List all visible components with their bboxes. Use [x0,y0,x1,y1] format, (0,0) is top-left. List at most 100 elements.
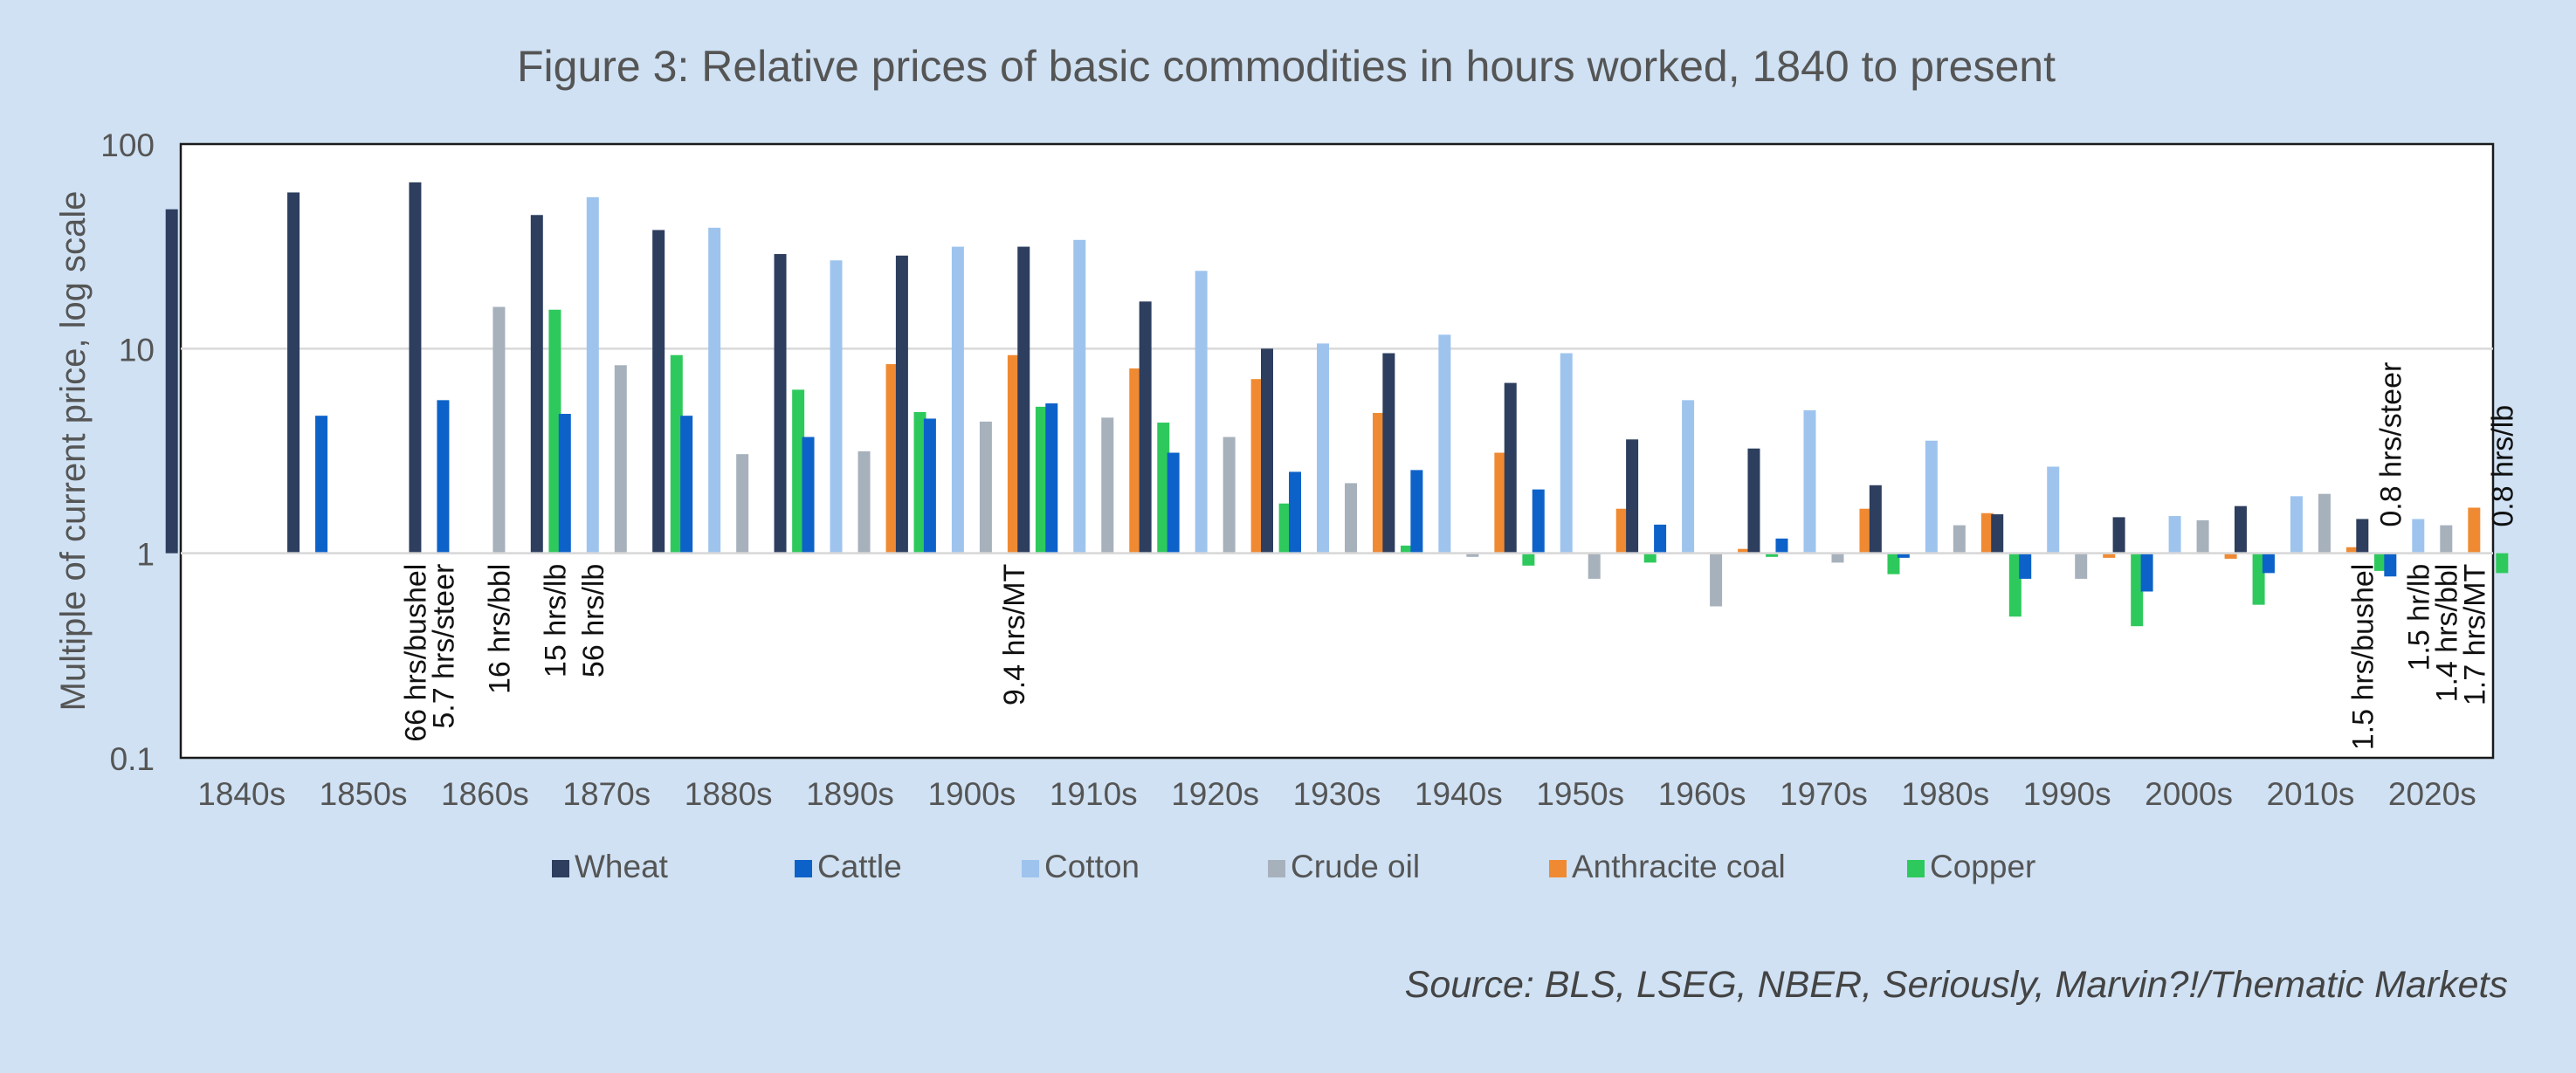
bar-annotation: 56 hrs/lb [577,564,610,678]
bar-crude-oil-1910s [1101,417,1114,554]
bar-copper-1940s [1522,553,1535,566]
bar-annotation: 9.4 hrs/MT [998,564,1031,705]
bar-annotation: 1.7 hrs/MT [2458,564,2491,705]
bar-crude-oil-1880s [736,454,749,554]
bar-wheat-1960s [1626,439,1639,554]
x-tick-label: 1900s [927,776,1016,812]
bar-anthracite-coal-1940s [1494,452,1507,554]
x-tick-label: 1970s [1780,776,1868,812]
bar-crude-oil-2020s [2440,525,2453,554]
bar-crude-oil-2000s [2196,519,2209,554]
legend-swatch-wheat [552,860,569,877]
y-tick-label: 1 [136,537,155,573]
x-tick-label: 1940s [1415,776,1503,812]
bar-wheat-1900s [895,255,908,554]
legend-label: Copper [1930,849,2035,884]
bar-annotation: 1.4 hrs/bbl [2430,564,2463,703]
bar-anthracite-coal-1980s [1980,512,1994,554]
bar-wheat-1930s [1261,348,1273,554]
x-tick-label: 1950s [1536,776,1624,812]
bar-anthracite-coal-1890s [885,364,899,554]
bar-crude-oil-1930s [1345,483,1357,554]
plot-area [179,142,2495,760]
bar-anthracite-coal-1900s [1007,354,1020,554]
bar-copper-2010s [2373,553,2387,571]
bar-cotton-1930s [1317,343,1329,554]
bar-cotton-1890s [830,260,843,554]
x-tick-label: 1990s [2023,776,2111,812]
source-note: Source: BLS, LSEG, NBER, Seriously, Marv… [1405,964,2508,1006]
bar-annotation: 1.5 hrs/bushel [2346,564,2380,751]
x-tick-label: 1890s [806,776,894,812]
bar-wheat-1840s [165,209,178,554]
bar-cotton-1880s [708,227,721,554]
bar-cattle-1890s [802,437,815,554]
bar-anthracite-coal-2020s [2468,507,2481,554]
legend-label: Crude oil [1291,849,1420,884]
bar-wheat-1990s [1991,514,2004,554]
x-tick-label: 1880s [685,776,773,812]
bar-copper-1910s [1157,423,1170,554]
y-tick-label: 100 [100,127,155,163]
x-tick-label: 1960s [1658,776,1746,812]
x-tick-label: 2000s [2145,776,2233,812]
legend-label: Cattle [817,849,902,884]
y-tick-label: 10 [119,332,155,368]
bar-crude-oil-1940s [1466,553,1479,557]
bar-crude-oil-1960s [1710,553,1723,607]
x-tick-label: 2010s [2267,776,2355,812]
legend-swatch-cattle [795,860,812,877]
bar-copper-1970s [1887,553,1900,574]
bar-annotation: 5.7 hrs/steer [427,564,460,729]
y-tick-label: 0.1 [110,741,155,777]
bar-wheat-1850s [287,192,300,554]
x-tick-label: 1870s [562,776,651,812]
bar-anthracite-coal-1910s [1129,368,1142,554]
bar-anthracite-coal-1930s [1373,412,1385,554]
bar-crude-oil-1970s [1831,553,1844,563]
bar-cattle-2000s [2140,553,2153,592]
bar-anthracite-coal-2010s [2345,547,2359,554]
bar-copper-2020s [2496,553,2509,574]
bar-annotation: 15 hrs/lb [539,564,572,678]
bar-copper-1930s [1401,545,1413,554]
bar-cotton-1970s [1803,409,1816,554]
bar-wheat-1920s [1139,301,1152,554]
x-tick-label: 1850s [320,776,408,812]
bar-wheat-1860s [409,182,422,554]
legend-label: Cotton [1044,849,1140,884]
bar-cotton-1910s [1073,239,1086,554]
legend-swatch-copper [1907,860,1925,877]
bar-cattle-1910s [1045,403,1058,554]
bar-crude-oil-1990s [2075,553,2088,579]
bar-cattle-2010s [2262,553,2275,574]
y-axis-label: Multiple of current price, log scale [54,191,93,712]
bar-anthracite-coal-1990s [2103,553,2116,558]
bar-crude-oil-1950s [1588,553,1601,579]
bar-cotton-2000s [2168,516,2181,554]
bar-cattle-2020s [2384,553,2397,577]
bar-wheat-2000s [2112,517,2125,554]
bar-copper-1990s [2131,553,2144,627]
bar-copper-1860s [548,309,561,554]
bar-cotton-1920s [1195,271,1208,554]
bar-crude-oil-1870s [614,365,627,554]
bar-copper-1950s [1643,553,1656,563]
bar-copper-1980s [2008,553,2022,617]
bar-cattle-1900s [923,418,936,554]
bar-copper-1900s [1035,406,1048,554]
bar-wheat-1880s [652,230,665,554]
bar-cotton-1990s [2047,466,2060,554]
x-tick-label: 1920s [1171,776,1259,812]
bar-cattle-1930s [1289,471,1301,554]
bar-annotation: 66 hrs/bushel [399,564,432,742]
bar-wheat-1980s [1869,485,1882,554]
bar-cattle-1980s [1897,553,1910,558]
bar-annotation: 16 hrs/bbl [483,564,516,694]
bar-cotton-1900s [951,246,964,554]
bar-wheat-1970s [1747,448,1760,554]
bar-cattle-1850s [315,416,328,554]
bar-copper-1870s [670,354,683,554]
